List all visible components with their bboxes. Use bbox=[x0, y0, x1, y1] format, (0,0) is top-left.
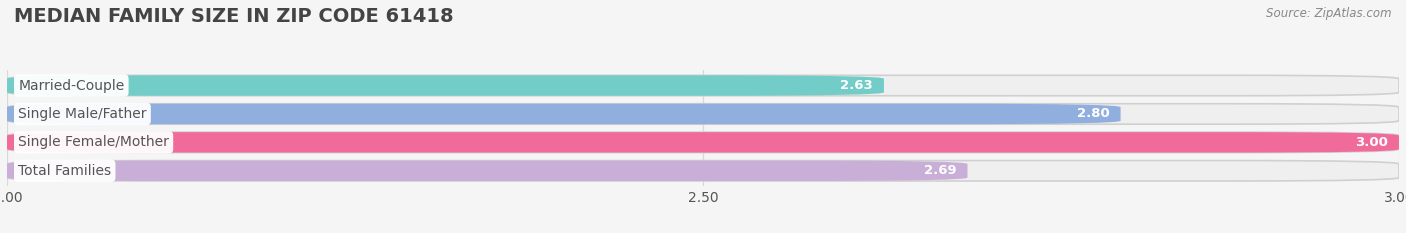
FancyBboxPatch shape bbox=[7, 104, 1399, 124]
Text: Married-Couple: Married-Couple bbox=[18, 79, 124, 93]
Text: Total Families: Total Families bbox=[18, 164, 111, 178]
FancyBboxPatch shape bbox=[7, 75, 884, 96]
FancyBboxPatch shape bbox=[7, 161, 1399, 181]
FancyBboxPatch shape bbox=[7, 132, 1399, 153]
FancyBboxPatch shape bbox=[7, 104, 1121, 124]
Text: 2.80: 2.80 bbox=[1077, 107, 1109, 120]
Text: 2.69: 2.69 bbox=[924, 164, 956, 177]
Text: MEDIAN FAMILY SIZE IN ZIP CODE 61418: MEDIAN FAMILY SIZE IN ZIP CODE 61418 bbox=[14, 7, 454, 26]
Text: Single Male/Father: Single Male/Father bbox=[18, 107, 146, 121]
Text: 2.63: 2.63 bbox=[839, 79, 873, 92]
Text: 3.00: 3.00 bbox=[1355, 136, 1388, 149]
Text: Source: ZipAtlas.com: Source: ZipAtlas.com bbox=[1267, 7, 1392, 20]
FancyBboxPatch shape bbox=[7, 132, 1399, 153]
Text: Single Female/Mother: Single Female/Mother bbox=[18, 135, 169, 149]
FancyBboxPatch shape bbox=[7, 75, 1399, 96]
FancyBboxPatch shape bbox=[7, 161, 967, 181]
